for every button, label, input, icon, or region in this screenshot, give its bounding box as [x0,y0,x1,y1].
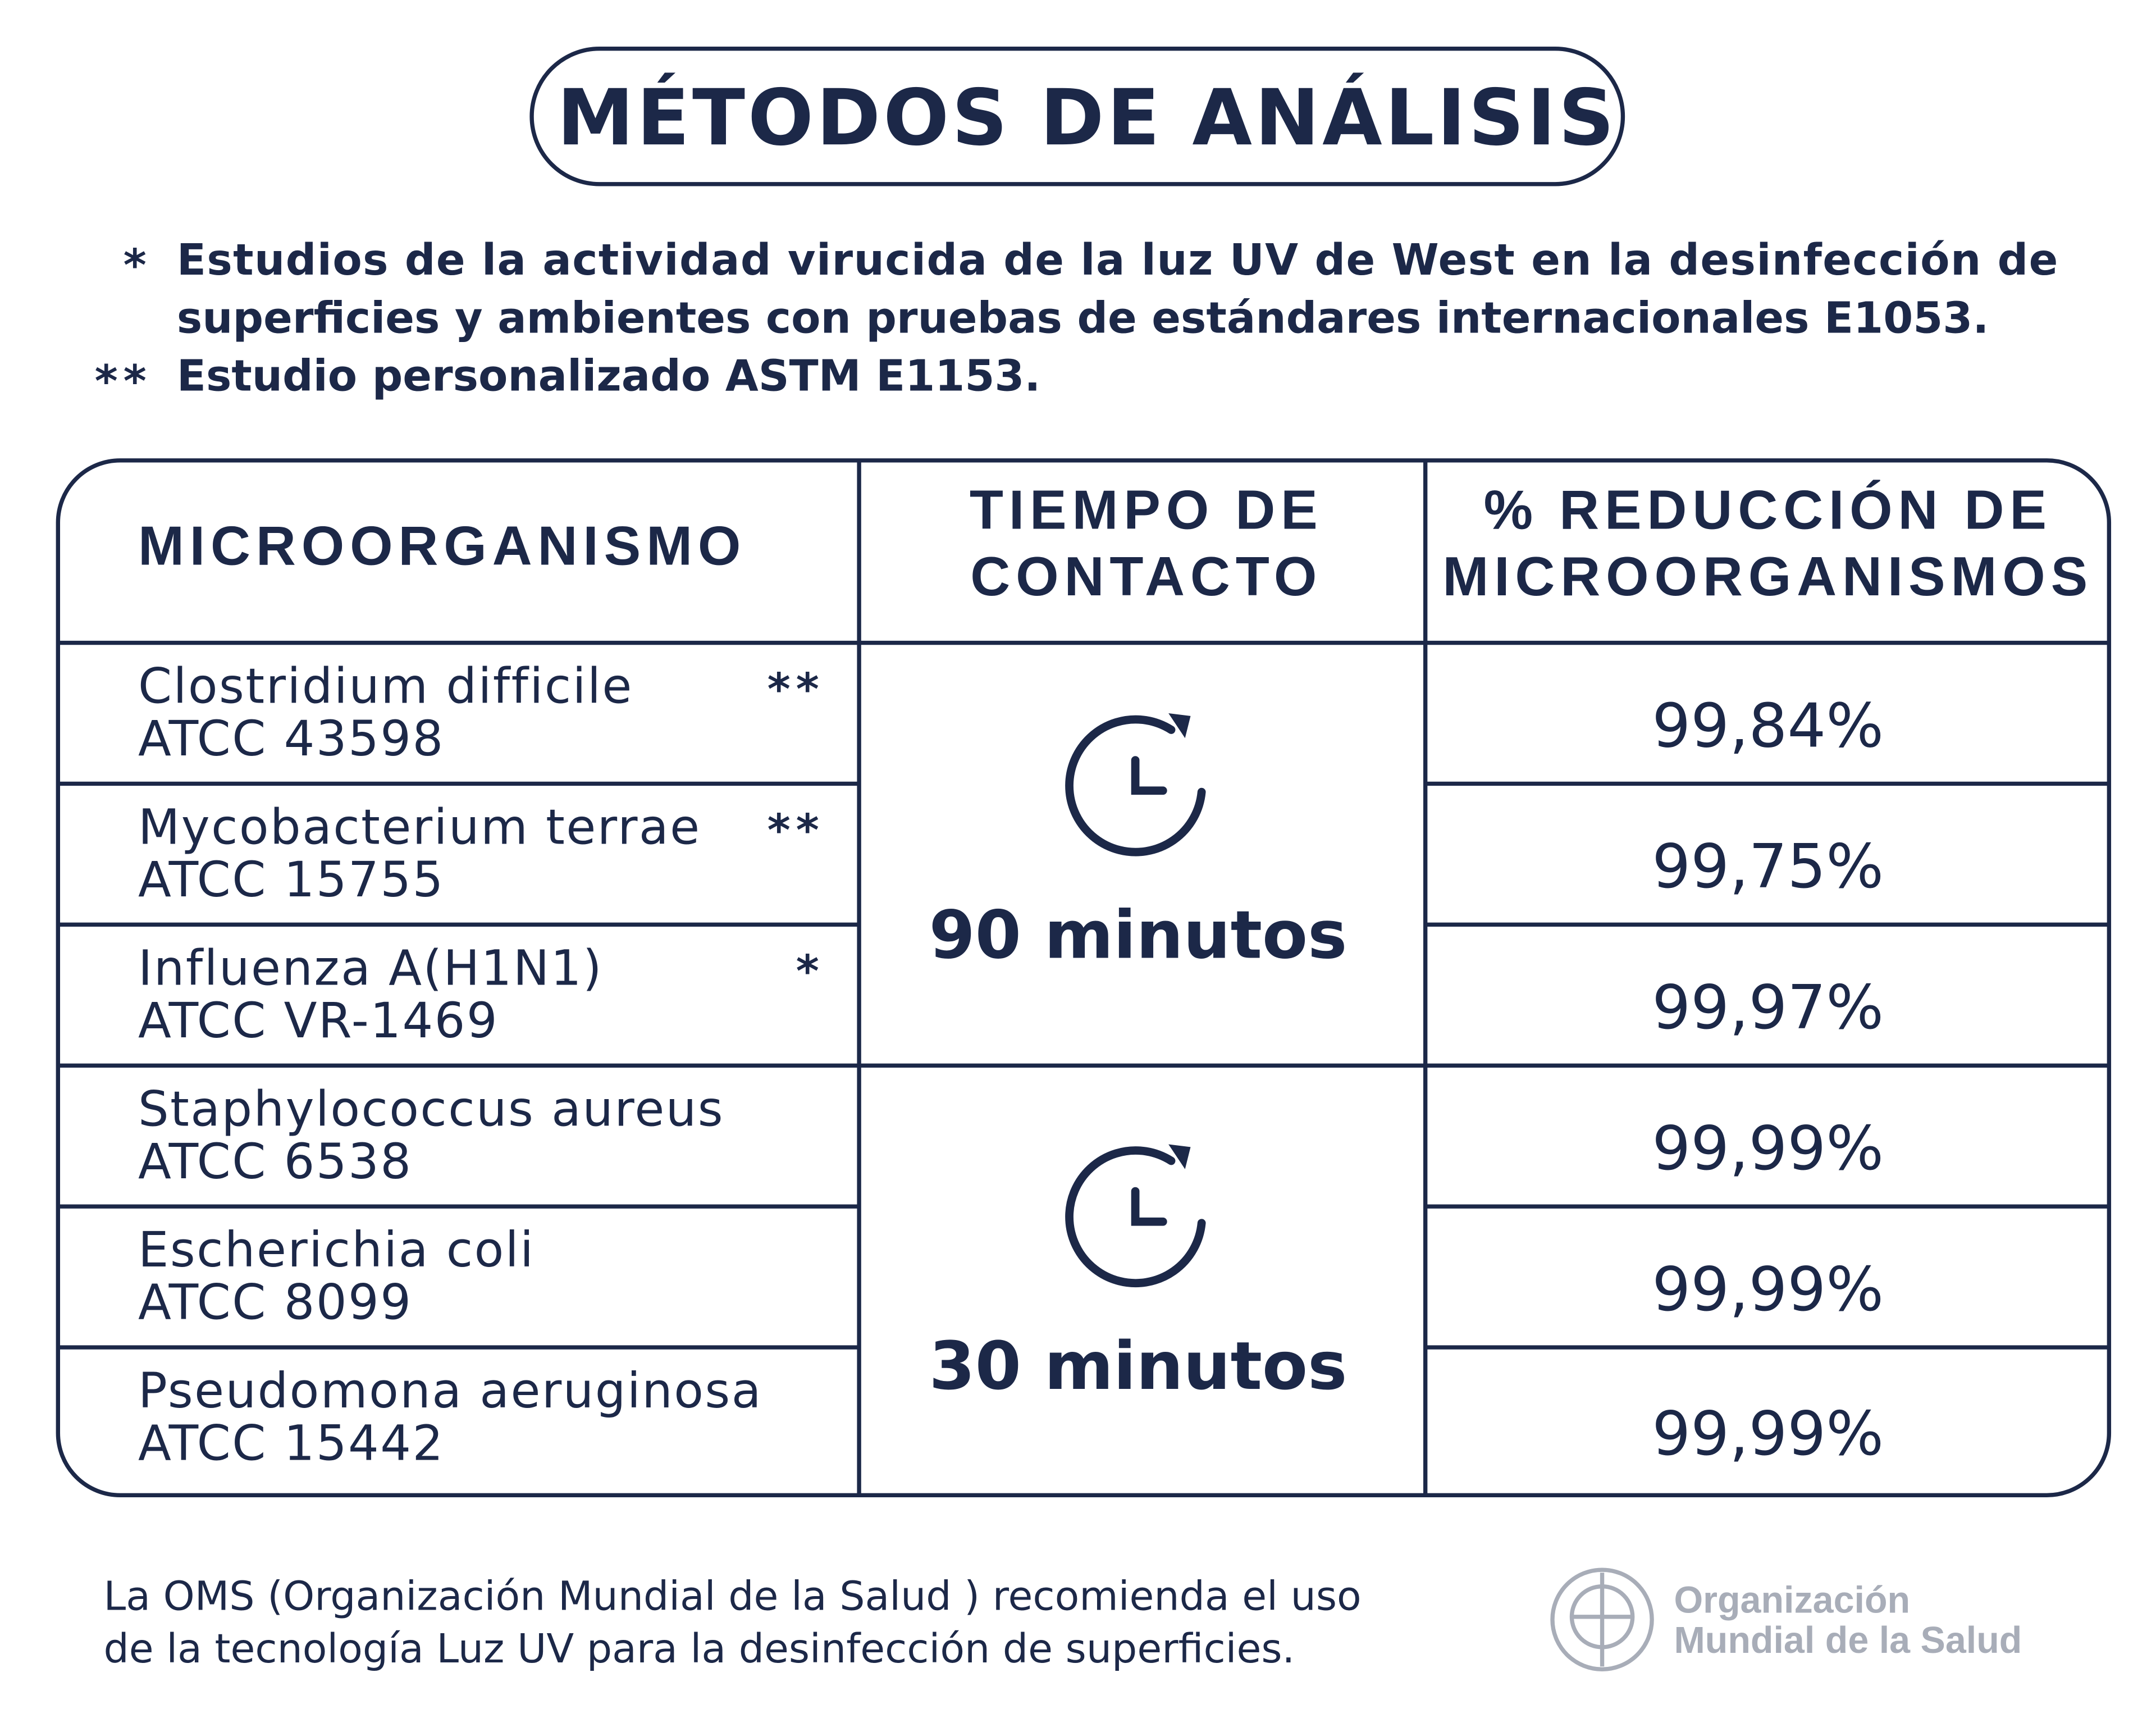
strain: ATCC 15755 [138,852,445,908]
clock-icon [1065,715,1206,856]
table-frame [56,458,2112,1498]
note-text: Estudios de la actividad virucida de la … [177,235,2058,285]
organism: Escherichia coli [138,1222,535,1278]
reduction: 99,75% [1652,831,1884,902]
clock-arrow [1168,713,1191,739]
title: MÉTODOS DE ANÁLISIS [557,72,1617,163]
contact-time: 90 minutos [929,896,1347,974]
organism: Influenza A(H1N1) [138,940,603,996]
reduction: 99,99% [1652,1398,1884,1469]
organism: Pseudomona aeruginosa [138,1363,762,1419]
clock-arrow [1168,1144,1191,1169]
strain: ATCC VR-1469 [138,993,499,1049]
reduction: 99,99% [1652,1113,1884,1184]
clock-outline [1065,1146,1206,1288]
column-header: TIEMPO DE [970,479,1323,541]
footer-text: de la tecnología Luz UV para la desinfec… [103,1625,1295,1672]
strain: ATCC 6538 [138,1134,413,1190]
logo-text: Mundial de la Salud [1674,1620,2022,1661]
row-marker: * [796,945,825,997]
reduction: 99,99% [1652,1254,1884,1325]
column-header: % REDUCCIÓN DE [1484,479,2052,541]
row-marker: ** [768,804,825,856]
organism: Mycobacterium terrae [138,800,701,856]
note-marker: ** [95,356,152,407]
title-frame [529,47,1625,186]
note-text: superficies y ambientes con pruebas de e… [177,293,1989,343]
reduction: 99,97% [1652,972,1884,1043]
who-emblem [1550,1567,1654,1671]
clock-outline [1065,715,1206,856]
organism: Clostridium difficile [138,659,633,715]
footer-text: La OMS (Organización Mundial de la Salud… [103,1573,1361,1619]
column-header: MICROORGANISMO [138,515,746,577]
note-marker: * [124,239,152,291]
logo-text: Organización [1674,1580,1910,1621]
organism: Staphylococcus aureus [138,1081,724,1137]
column-header: MICROORGANISMOS [1442,545,2093,607]
row-marker: ** [768,664,825,716]
column-header: CONTACTO [970,545,1322,607]
strain: ATCC 43598 [138,711,445,767]
reduction: 99,84% [1652,690,1884,761]
strain: ATCC 15442 [138,1416,445,1472]
strain: ATCC 8099 [138,1275,413,1331]
note-text: Estudio personalizado ASTM E1153. [177,351,1041,401]
contact-time: 30 minutos [929,1327,1347,1405]
clock-icon [1065,1146,1206,1288]
